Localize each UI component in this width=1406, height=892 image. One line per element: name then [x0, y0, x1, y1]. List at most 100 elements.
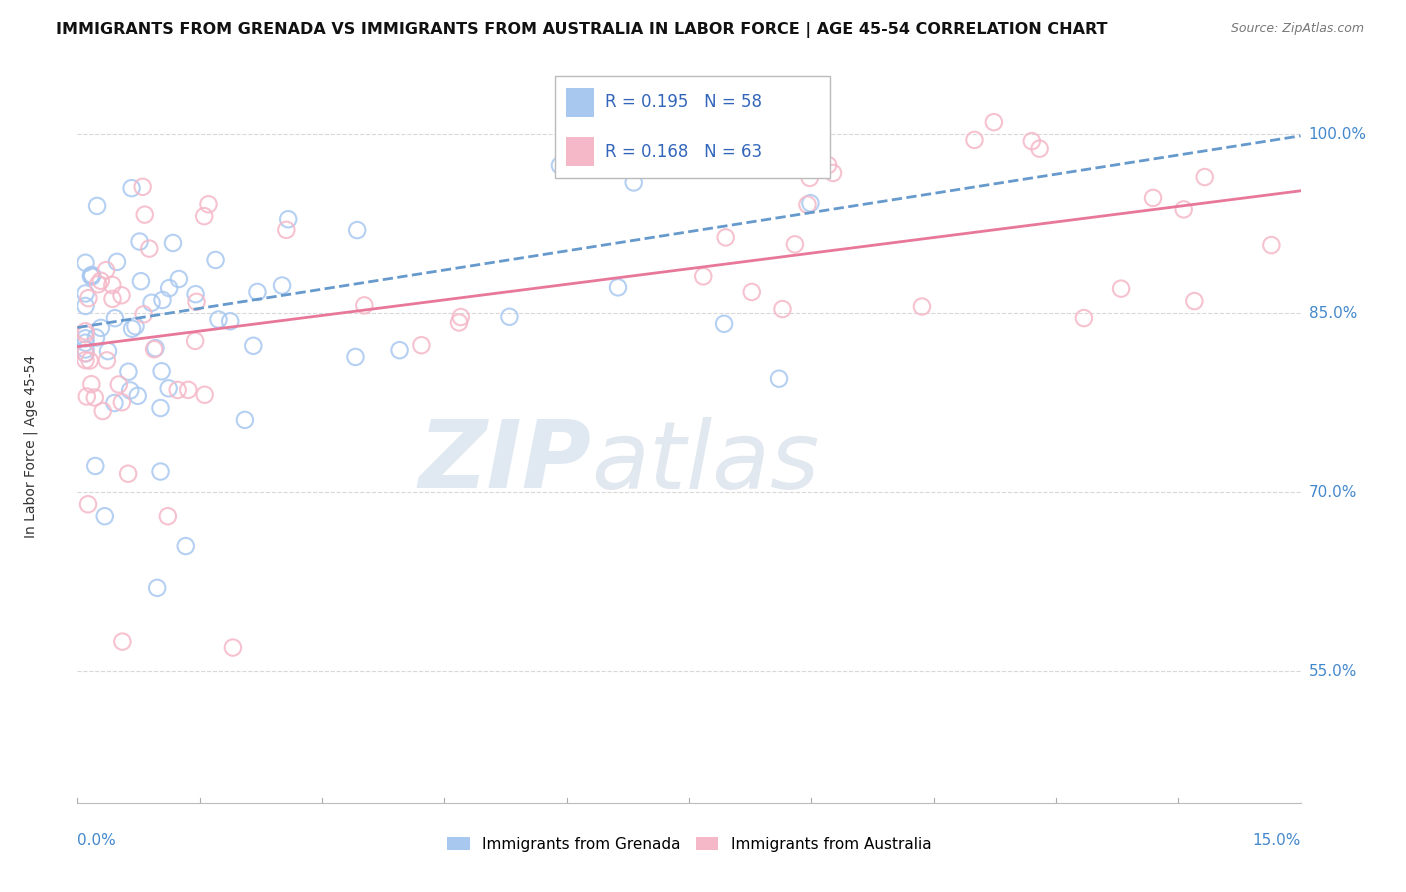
Point: [117, 365, 139, 379]
Point: [184, 334, 207, 348]
Point: [796, 197, 818, 211]
Point: [219, 314, 242, 328]
Point: [184, 287, 207, 301]
Point: [174, 539, 197, 553]
Point: [152, 293, 174, 307]
Point: [76, 390, 98, 404]
Point: [177, 383, 200, 397]
Point: [447, 316, 470, 330]
Point: [277, 212, 299, 227]
Point: [346, 223, 368, 237]
Point: [75, 343, 97, 357]
Point: [101, 292, 124, 306]
Point: [817, 158, 839, 172]
Point: [821, 166, 844, 180]
Point: [276, 223, 298, 237]
Point: [84, 330, 107, 344]
Point: [104, 311, 127, 326]
Point: [143, 343, 166, 357]
Point: [87, 277, 110, 292]
Point: [146, 581, 169, 595]
Bar: [567, 88, 593, 117]
Point: [242, 339, 264, 353]
Point: [741, 285, 763, 299]
Point: [84, 458, 107, 473]
Point: [450, 310, 472, 324]
Point: [75, 346, 97, 360]
Point: [157, 381, 180, 395]
Text: ZIP: ZIP: [418, 417, 591, 508]
Point: [714, 230, 737, 244]
Text: 85.0%: 85.0%: [1309, 306, 1357, 321]
Point: [713, 317, 735, 331]
Point: [197, 197, 219, 211]
Point: [108, 377, 131, 392]
Point: [1073, 311, 1095, 326]
Point: [111, 395, 134, 409]
Point: [80, 377, 103, 392]
Point: [103, 396, 125, 410]
Point: [1260, 238, 1282, 252]
Bar: [567, 137, 593, 166]
Point: [124, 319, 146, 334]
Point: [911, 300, 934, 314]
Point: [783, 237, 806, 252]
Point: [77, 497, 100, 511]
Text: 55.0%: 55.0%: [1309, 664, 1357, 679]
Point: [498, 310, 520, 324]
Point: [86, 199, 108, 213]
Point: [75, 299, 97, 313]
Text: 0.0%: 0.0%: [77, 832, 117, 847]
Point: [1194, 169, 1216, 184]
Point: [79, 353, 101, 368]
Point: [83, 391, 105, 405]
Point: [157, 281, 180, 295]
Point: [75, 335, 97, 350]
Point: [983, 115, 1005, 129]
Point: [80, 268, 103, 283]
Point: [768, 372, 790, 386]
Point: [120, 384, 142, 398]
Point: [963, 133, 986, 147]
Point: [149, 465, 172, 479]
Point: [127, 389, 149, 403]
Point: [548, 158, 571, 172]
Point: [1142, 191, 1164, 205]
Point: [75, 324, 97, 338]
Point: [772, 301, 794, 316]
Point: [141, 295, 163, 310]
Point: [145, 341, 167, 355]
Point: [799, 196, 821, 211]
Point: [194, 388, 217, 402]
Text: IMMIGRANTS FROM GRENADA VS IMMIGRANTS FROM AUSTRALIA IN LABOR FORCE | AGE 45-54 : IMMIGRANTS FROM GRENADA VS IMMIGRANTS FR…: [56, 22, 1108, 38]
Point: [80, 269, 103, 284]
Point: [246, 285, 269, 299]
Point: [75, 286, 97, 301]
Point: [75, 353, 97, 368]
Point: [111, 634, 134, 648]
Point: [388, 343, 411, 358]
Point: [129, 274, 152, 288]
Point: [94, 263, 117, 277]
Text: R = 0.168   N = 63: R = 0.168 N = 63: [605, 143, 762, 161]
Text: 100.0%: 100.0%: [1309, 127, 1367, 142]
Point: [222, 640, 245, 655]
Point: [692, 269, 714, 284]
Point: [128, 235, 150, 249]
Point: [75, 346, 97, 360]
Point: [799, 170, 821, 185]
Point: [121, 321, 143, 335]
Point: [411, 338, 433, 352]
Point: [101, 277, 124, 292]
Point: [207, 312, 229, 326]
Point: [1109, 282, 1132, 296]
Point: [204, 252, 226, 267]
Point: [97, 344, 120, 359]
Point: [93, 509, 115, 524]
Point: [77, 291, 100, 305]
Point: [682, 115, 704, 129]
Text: atlas: atlas: [591, 417, 820, 508]
Point: [344, 350, 367, 364]
Point: [233, 413, 256, 427]
Point: [1182, 294, 1205, 309]
